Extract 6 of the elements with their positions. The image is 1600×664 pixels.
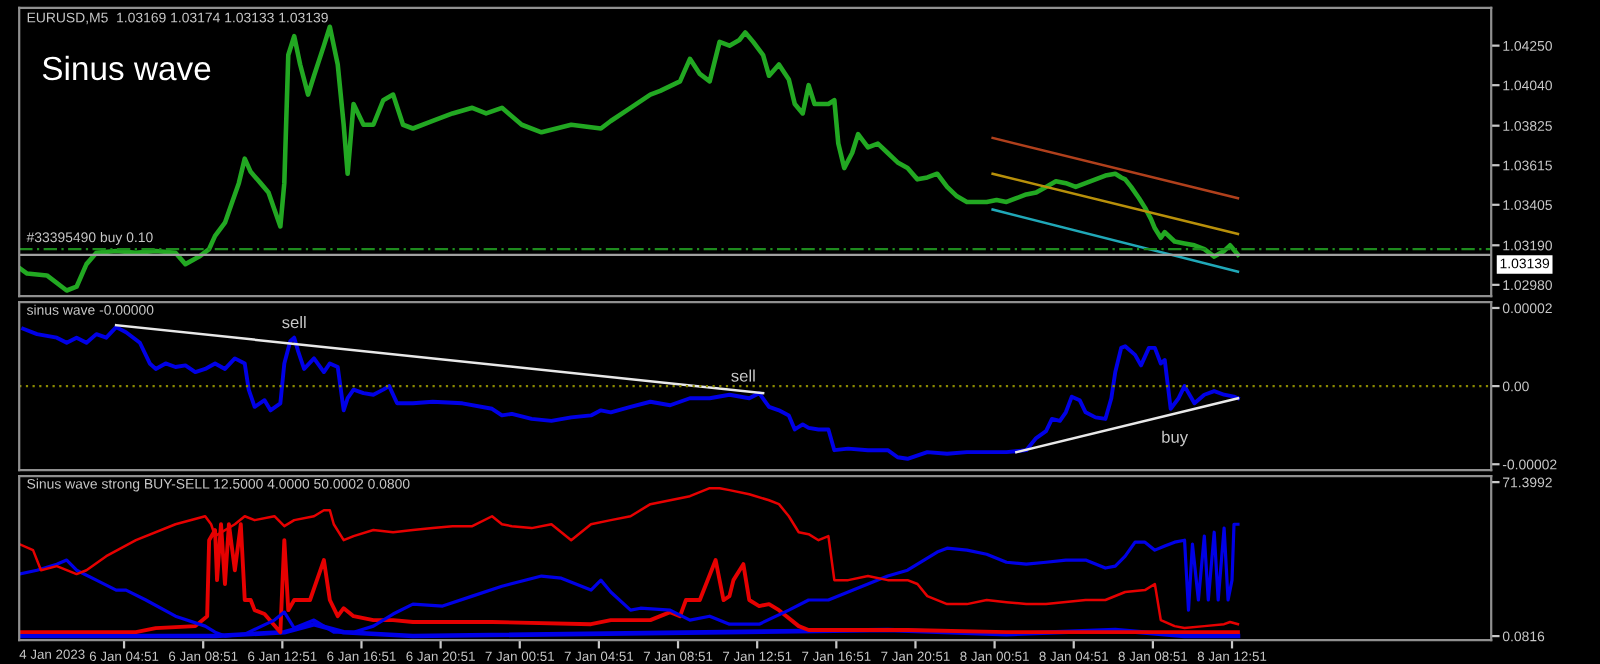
annotation: sell <box>731 369 755 382</box>
annotation: Sinus wave <box>42 55 211 81</box>
annotation: sell <box>282 316 306 329</box>
line-series <box>21 325 1240 461</box>
line-series <box>19 24 1241 293</box>
annotation: buy <box>1162 430 1189 447</box>
